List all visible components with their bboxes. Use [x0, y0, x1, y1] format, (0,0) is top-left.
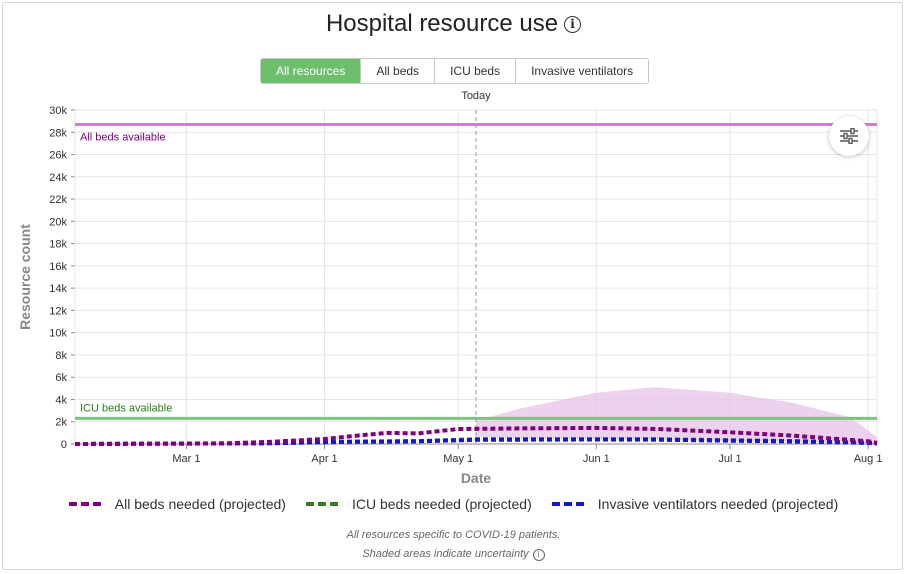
y-tick-label: 28k [49, 127, 67, 139]
resource-tabs: All resources All beds ICU beds Invasive… [260, 58, 650, 84]
chart-legend: All beds needed (projected) ICU beds nee… [0, 496, 907, 512]
y-tick-label: 0 [61, 439, 67, 451]
y-tick-label: 16k [49, 261, 67, 273]
footnote-uncertainty-text: Shaded areas indicate uncertainty [362, 548, 529, 560]
y-tick-label: 18k [49, 239, 67, 251]
y-tick-label: 24k [49, 172, 67, 184]
icu-beds-capacity-label: ICU beds available [80, 402, 172, 414]
sliders-icon [840, 128, 858, 144]
today-label: Today [461, 90, 491, 102]
y-tick-label: 6k [55, 372, 67, 384]
tab-all-beds[interactable]: All beds [360, 59, 435, 83]
y-tick-label: 30k [49, 105, 67, 117]
legend-swatch-all-beds [68, 502, 101, 506]
legend-item-ventilators[interactable]: Invasive ventilators needed (projected) [551, 496, 839, 512]
all-beds-capacity-label: All beds available [80, 131, 166, 143]
y-tick-label: 10k [49, 328, 67, 340]
x-axis-title: Date [461, 470, 492, 486]
tab-icu-beds[interactable]: ICU beds [434, 59, 516, 83]
y-tick-label: 26k [49, 150, 67, 162]
x-tick-label: Aug 1 [854, 453, 883, 465]
y-tick-label: 8k [55, 350, 67, 362]
y-tick-label: 20k [49, 216, 67, 228]
legend-swatch-ventilators [551, 502, 584, 506]
chart-settings-button[interactable] [829, 116, 869, 156]
x-tick-label: Apr 1 [311, 453, 337, 465]
legend-item-all-beds[interactable]: All beds needed (projected) [68, 496, 286, 512]
legend-swatch-icu-beds [305, 502, 338, 506]
y-tick-label: 4k [55, 394, 67, 406]
tab-invasive-ventilators[interactable]: Invasive ventilators [515, 59, 649, 83]
series-all-beds-line [74, 425, 878, 446]
title-row: Hospital resource use i [0, 10, 907, 38]
y-tick-label: 2k [55, 417, 67, 429]
y-axis-title: Resource count [17, 224, 33, 330]
x-tick-label: Mar 1 [172, 453, 200, 465]
footnote-uncertainty: Shaded areas indicate uncertainty i [0, 548, 907, 561]
y-tick-label: 14k [49, 283, 67, 295]
y-tick-label: 12k [49, 305, 67, 317]
info-icon[interactable]: i [532, 549, 545, 561]
legend-label-ventilators: Invasive ventilators needed (projected) [597, 496, 839, 512]
info-icon[interactable]: i [564, 16, 582, 33]
legend-label-icu-beds: ICU beds needed (projected) [351, 496, 532, 512]
x-tick-label: Jul 1 [718, 453, 741, 465]
x-tick-label: May 1 [443, 453, 473, 465]
chart-title: Hospital resource use [325, 10, 559, 37]
legend-item-icu-beds[interactable]: ICU beds needed (projected) [305, 496, 532, 512]
uncertainty-band [476, 387, 877, 444]
x-tick-label: Jun 1 [583, 453, 610, 465]
legend-label-all-beds: All beds needed (projected) [114, 496, 286, 512]
series-ventilators-line [74, 437, 878, 446]
footnote-scope: All resources specific to COVID-19 patie… [346, 529, 561, 541]
tab-all-resources[interactable]: All resources [261, 59, 361, 83]
y-tick-label: 22k [49, 194, 67, 206]
